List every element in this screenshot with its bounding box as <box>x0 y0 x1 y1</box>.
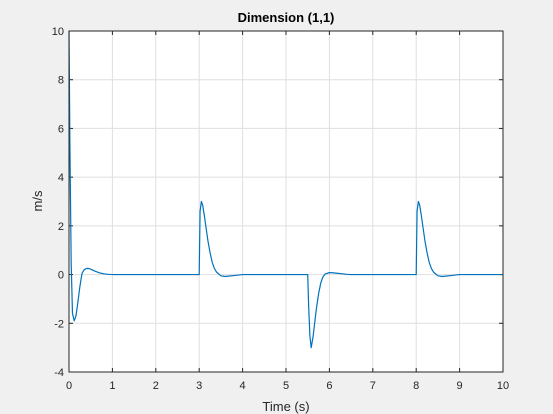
x-tick-label: 4 <box>240 380 246 392</box>
x-tick-label: 0 <box>66 380 72 392</box>
y-tick-label: 6 <box>58 123 64 135</box>
chart-title: Dimension (1,1) <box>238 10 335 25</box>
y-axis-label: m/s <box>30 190 45 211</box>
y-tick-label: 2 <box>58 221 64 233</box>
x-tick-label: 10 <box>497 380 509 392</box>
x-tick-label: 5 <box>283 380 289 392</box>
x-tick-label: 2 <box>153 380 159 392</box>
axes-box <box>68 30 504 373</box>
x-tick-label: 3 <box>196 380 202 392</box>
x-tick-label: 7 <box>370 380 376 392</box>
x-tick-label: 9 <box>457 380 463 392</box>
y-tick-labels: -4 -2 0 2 4 6 8 10 <box>52 26 64 379</box>
x-tick-label: 6 <box>326 380 332 392</box>
y-tick-label: 4 <box>58 172 64 184</box>
y-tick-label: -4 <box>54 367 64 379</box>
x-axis-label: Time (s) <box>262 399 309 414</box>
y-tick-label: 8 <box>58 75 64 87</box>
y-tick-label: -2 <box>54 318 64 330</box>
y-tick-label: 10 <box>52 26 64 38</box>
series-line <box>68 30 503 349</box>
x-tick-labels: 0 1 2 3 4 5 6 7 8 9 10 <box>66 380 509 392</box>
plot-area <box>68 30 503 349</box>
x-tick-label: 8 <box>413 380 419 392</box>
x-tick-label: 1 <box>109 380 115 392</box>
y-tick-label: 0 <box>58 270 64 282</box>
